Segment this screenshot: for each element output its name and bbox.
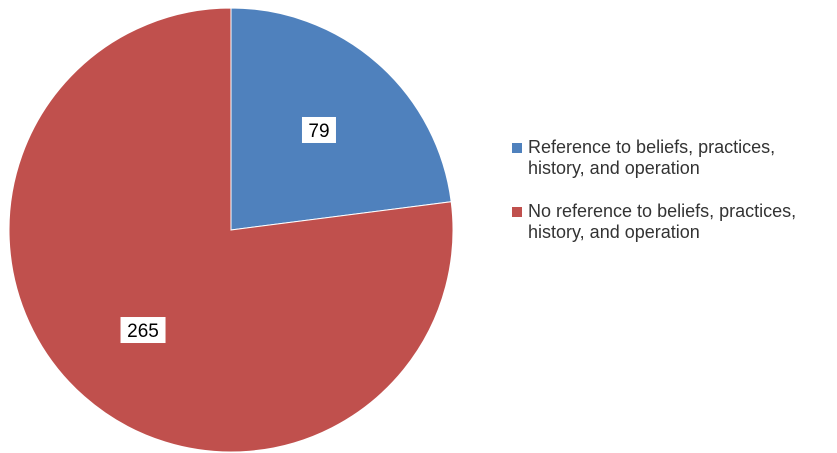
pie-slice-reference xyxy=(230,7,452,231)
pie-slice-no-reference xyxy=(8,7,454,453)
data-label-text: 79 xyxy=(308,121,329,142)
data-label-no-reference: 265 xyxy=(120,317,166,344)
legend-swatch-no-reference xyxy=(512,207,522,217)
legend-label-no-reference: No reference to beliefs, practices, hist… xyxy=(528,201,797,242)
data-label-box xyxy=(120,317,166,344)
data-label-reference: 79 xyxy=(301,116,336,143)
legend-item-reference: Reference to beliefs, practices, history… xyxy=(512,137,832,179)
legend-swatch-reference xyxy=(512,143,522,153)
legend-label-reference: Reference to beliefs, practices, history… xyxy=(528,137,776,178)
chart-legend: Reference to beliefs, practices, history… xyxy=(512,137,832,265)
data-label-text: 265 xyxy=(127,321,159,342)
data-label-box xyxy=(301,116,336,143)
pie-data-labels: 79 265 xyxy=(120,116,336,344)
pie-slices xyxy=(8,7,454,453)
legend-item-no-reference: No reference to beliefs, practices, hist… xyxy=(512,201,832,243)
